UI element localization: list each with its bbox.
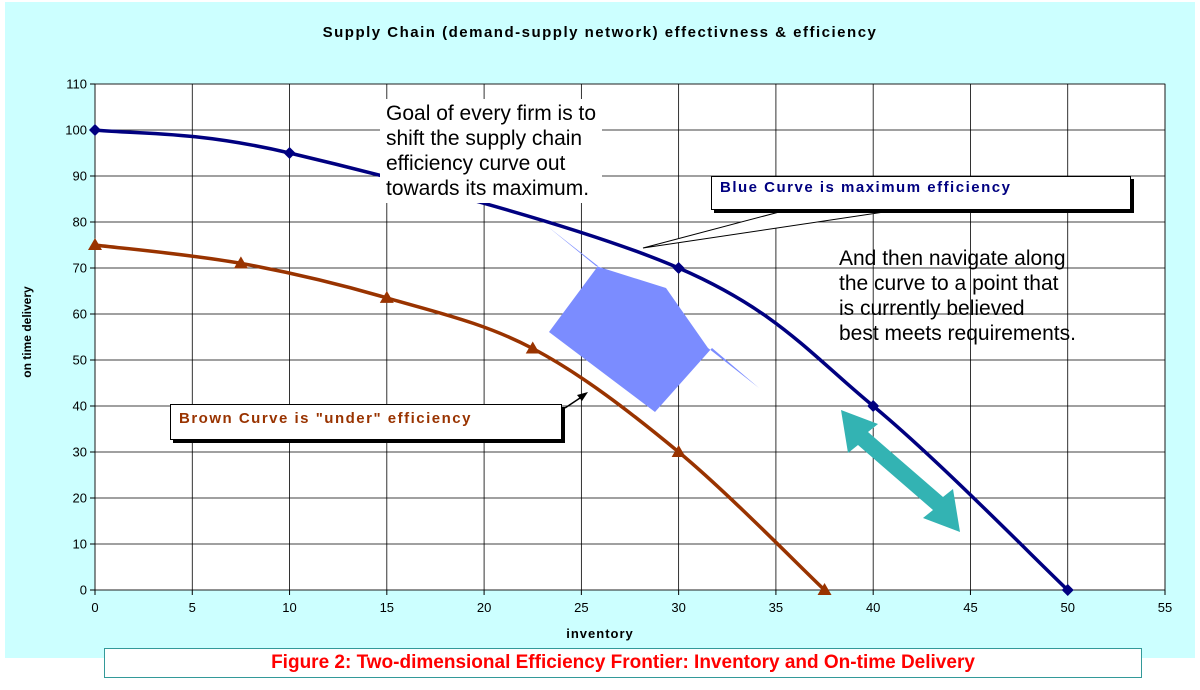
y-tick-label: 50 [73,353,87,368]
navigate-double-arrow [841,410,960,532]
y-tick-label: 80 [73,215,87,230]
annotation-shapes [547,210,960,532]
x-tick-label: 15 [380,600,394,615]
y-tick-label: 100 [65,123,87,138]
brown-data-point [671,445,686,457]
navigate-annotation: And then navigate along the curve to a p… [839,247,1076,345]
brown-data-point [525,341,540,354]
shift-arrow-shape [547,226,759,412]
blue-data-point [672,262,685,274]
figure-caption: Figure 2: Two-dimensional Efficiency Fro… [104,648,1142,678]
x-tick-label: 0 [91,600,98,615]
x-tick-label: 55 [1158,600,1172,615]
blue-data-point [867,400,880,412]
x-tick-label: 25 [574,600,588,615]
y-tick-label: 90 [73,169,87,184]
y-tick-label: 60 [73,307,87,322]
brown-data-point [88,238,102,250]
y-tick-label: 10 [73,537,87,552]
x-tick-label: 40 [866,600,880,615]
x-tick-label: 10 [282,600,296,615]
y-axis-label: on time delivery [20,286,34,378]
chart-title: Supply Chain (demand-supply network) eff… [322,24,878,41]
x-tick-label: 5 [189,600,196,615]
blue-curve-callout: Blue Curve is maximum efficiency [711,176,1131,210]
tick-labels: 0 10 20 30 40 50 60 70 80 90 100 110 0 5 10 15 20 25 30 35 4… [65,77,1172,616]
blue-series-line [94,128,1069,592]
y-tick-label: 40 [73,399,87,414]
x-tick-label: 45 [963,600,977,615]
chart-area: 0 10 20 30 40 50 60 70 80 90 100 110 0 5 10 15 20 25 30 35 4… [5,2,1195,658]
series-lines [94,128,1069,592]
brown-curve-callout: Brown Curve is "under" efficiency [170,404,562,440]
x-tick-label: 50 [1060,600,1074,615]
x-tick-label: 30 [671,600,685,615]
y-tick-label: 20 [73,491,87,506]
brown-data-point [233,256,248,269]
blue-data-point [89,124,101,136]
x-axis-label: inventory [566,626,634,641]
blue-data-point [1061,584,1074,596]
y-tick-label: 0 [80,583,87,598]
blue-data-point [283,147,296,159]
goal-annotation: Goal of every firm is to shift the suppl… [380,99,603,203]
brown-data-point [379,290,394,303]
y-tick-label: 30 [73,445,87,460]
y-tick-label: 70 [73,261,87,276]
blue-callout-pointer [642,210,892,249]
brown-series-line [94,243,826,592]
y-tick-label: 110 [66,77,87,92]
brown-data-point [817,583,832,595]
x-tick-label: 20 [477,600,491,615]
x-tick-label: 35 [769,600,783,615]
brown-callout-arrowhead [577,392,588,401]
series-markers [88,124,1074,596]
